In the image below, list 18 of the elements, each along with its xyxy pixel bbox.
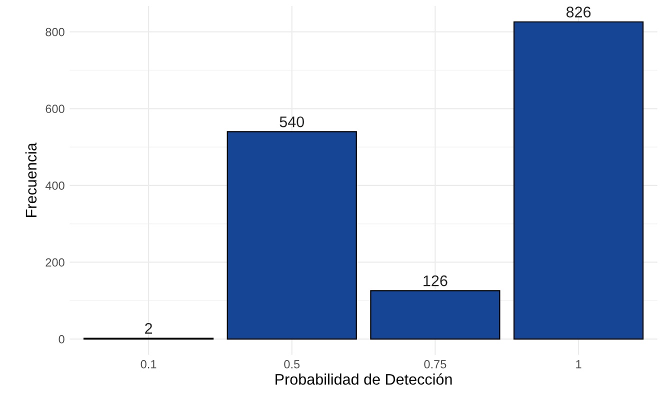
x-tick-label: 0.75 (424, 360, 446, 368)
data-label: 126 (424, 275, 448, 286)
bar (370, 290, 500, 340)
y-tick-label: 800 (46, 28, 64, 36)
y-tick-label: 200 (46, 258, 64, 267)
y-axis-title: Frecuencia (25, 142, 37, 217)
x-tick-label: 1 (576, 360, 582, 368)
x-axis-title: Probabilidad de Detección (276, 373, 452, 385)
y-tick-label: 0 (58, 335, 64, 344)
bar (226, 131, 357, 340)
data-label: 2 (145, 323, 152, 334)
y-tick-label: 400 (45, 181, 64, 190)
bar (513, 21, 644, 340)
data-label: 540 (280, 116, 304, 128)
x-tick-label: 0.1 (140, 360, 156, 368)
data-label: 826 (566, 6, 591, 18)
x-tick-label: 0.5 (284, 360, 300, 368)
y-tick-label: 600 (46, 104, 64, 114)
